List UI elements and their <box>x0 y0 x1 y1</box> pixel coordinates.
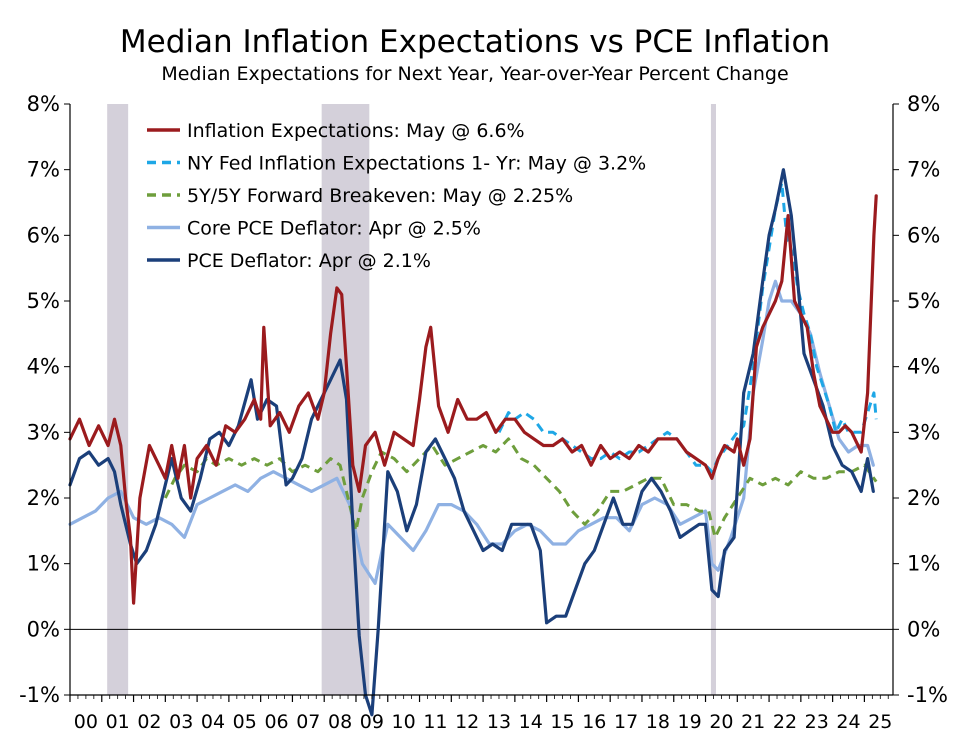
x-tick-label: 18 <box>646 711 670 733</box>
legend-label-breakeven: 5Y/5Y Forward Breakeven: May @ 2.25% <box>187 185 573 207</box>
y-tick-label-right: 3% <box>907 420 940 444</box>
series-line-pce-deflator <box>68 168 875 717</box>
x-tick-label: 12 <box>455 711 479 733</box>
x-tick-label: 17 <box>614 711 638 733</box>
x-tick-label: 11 <box>423 711 447 733</box>
y-tick-label-right: 4% <box>907 355 940 379</box>
x-tick-label: 03 <box>169 711 193 733</box>
y-tick-label-right: -1% <box>907 683 948 707</box>
legend-label-pce-deflator: PCE Deflator: Apr @ 2.1% <box>187 250 431 272</box>
x-tick-label: 14 <box>519 711 543 733</box>
recession-band-2 <box>710 104 717 695</box>
legend-label-core-pce: Core PCE Deflator: Apr @ 2.5% <box>187 218 481 240</box>
series-line-inflation-expectations <box>68 194 878 605</box>
series-line-breakeven <box>163 437 878 539</box>
x-tick-label: 01 <box>106 711 130 733</box>
chart-subtitle: Median Expectations for Next Year, Year-… <box>161 63 788 85</box>
y-tick-label-left: 0% <box>27 617 60 641</box>
legend-label-inflation-expectations: Inflation Expectations: May @ 6.6% <box>187 120 525 142</box>
legend: Inflation Expectations: May @ 6.6% NY Fed… <box>147 120 646 272</box>
x-tick-label: 05 <box>233 711 257 733</box>
x-tick-label: 21 <box>741 711 765 733</box>
y-tick-label-left: 8% <box>27 92 60 116</box>
y-tick-label-right: 7% <box>907 158 940 182</box>
y-tick-label-right: 2% <box>907 486 940 510</box>
y-tick-label-right: 0% <box>907 617 940 641</box>
x-tick-label: 15 <box>550 711 574 733</box>
x-tick-label: 13 <box>487 711 511 733</box>
series-layer <box>68 168 878 717</box>
y-tick-label-left: 7% <box>27 158 60 182</box>
y-tick-label-left: 1% <box>27 552 60 576</box>
y-tick-label-right: 6% <box>907 223 940 247</box>
x-tick-label: 23 <box>805 711 829 733</box>
y-tick-label-left: 2% <box>27 486 60 510</box>
x-tick-label: 07 <box>296 711 320 733</box>
x-tick-label: 22 <box>773 711 797 733</box>
legend-label-ny-fed-expectations: NY Fed Inflation Expectations 1- Yr: May… <box>187 153 646 175</box>
y-tick-label-right: 8% <box>907 92 940 116</box>
x-tick-label: 16 <box>582 711 606 733</box>
x-tick-label: 10 <box>392 711 416 733</box>
y-tick-label-left: 5% <box>27 289 60 313</box>
recession-band-0 <box>107 104 129 695</box>
x-tick-label: 02 <box>137 711 161 733</box>
x-tick-label: 08 <box>328 711 352 733</box>
series-line-ny-fed-expectations <box>497 181 878 474</box>
y-tick-label-left: 4% <box>27 355 60 379</box>
x-tick-label: 09 <box>360 711 384 733</box>
x-tick-label: 24 <box>836 711 860 733</box>
y-tick-label-left: -1% <box>19 683 60 707</box>
y-tick-label-left: 3% <box>27 420 60 444</box>
chart-title: Median Inflation Expectations vs PCE Inf… <box>120 24 830 60</box>
x-tick-label: 00 <box>74 711 98 733</box>
x-tick-label: 25 <box>868 711 892 733</box>
x-tick-label: 20 <box>709 711 733 733</box>
y-tick-label-right: 1% <box>907 552 940 576</box>
y-tick-label-left: 6% <box>27 223 60 247</box>
x-tick-label: 06 <box>264 711 288 733</box>
y-tick-label-right: 5% <box>907 289 940 313</box>
axes: 8% 8% 7% 7% 6% 6% 5% 5% 4% 4% 3% 3% 2% 2% 1% 1% 0% 0% -1% -… <box>19 92 948 733</box>
series-line-core-pce <box>68 279 875 585</box>
x-tick-label: 19 <box>678 711 702 733</box>
x-tick-label: 04 <box>201 711 225 733</box>
